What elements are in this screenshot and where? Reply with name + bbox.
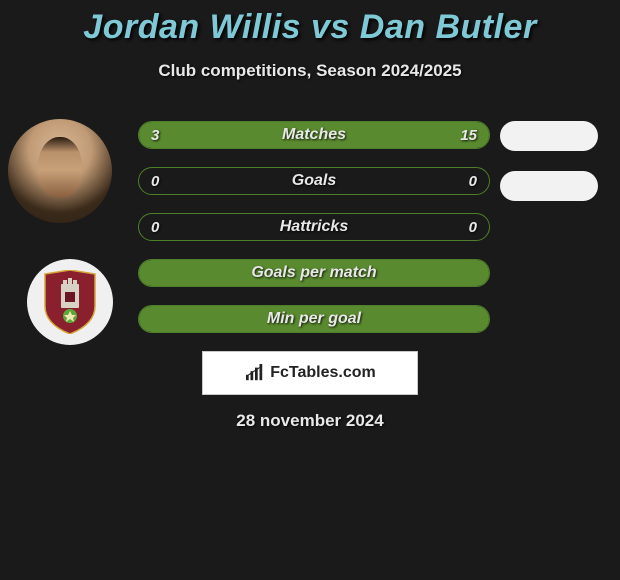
stat-label: Matches xyxy=(139,122,489,148)
subtitle: Club competitions, Season 2024/2025 xyxy=(0,61,620,81)
player-right-avatar-placeholder-2 xyxy=(500,171,598,201)
player-left-club-badge xyxy=(27,259,113,345)
page-title: Jordan Willis vs Dan Butler xyxy=(0,0,620,47)
watermark-text: FcTables.com xyxy=(270,364,376,382)
stat-bar: Goals per match xyxy=(138,259,490,287)
stat-bar: 315Matches xyxy=(138,121,490,149)
stat-label: Hattricks xyxy=(139,214,489,240)
date: 28 november 2024 xyxy=(0,411,620,431)
stat-bar: 00Goals xyxy=(138,167,490,195)
comparison-area: 315Matches 00Goals 00Hattricks Goals per ma… xyxy=(0,121,620,431)
club-crest-icon xyxy=(43,270,97,334)
player-left-avatar xyxy=(8,119,112,223)
stat-bar: Min per goal xyxy=(138,305,490,333)
player-right-avatar-placeholder-1 xyxy=(500,121,598,151)
watermark: FcTables.com xyxy=(202,351,418,395)
stat-label: Goals xyxy=(139,168,489,194)
chart-icon xyxy=(244,364,266,382)
stat-bars: 315Matches 00Goals 00Hattricks Goals per ma… xyxy=(138,121,490,333)
stat-label: Goals per match xyxy=(139,260,489,286)
stat-bar: 00Hattricks xyxy=(138,213,490,241)
stat-label: Min per goal xyxy=(139,306,489,332)
